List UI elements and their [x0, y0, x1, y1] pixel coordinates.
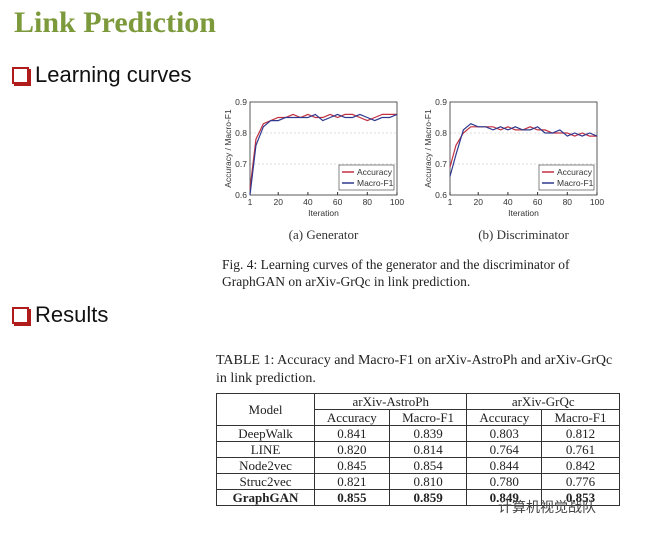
table-cell: 0.845 [314, 457, 390, 474]
x-tick-label: 80 [363, 197, 373, 207]
table-cell: 0.814 [388, 441, 468, 458]
legend-label: Macro-F1 [357, 178, 394, 188]
legend-label: Accuracy [357, 167, 393, 177]
table-cell: 0.776 [541, 473, 620, 490]
table-cell: 0.810 [388, 473, 468, 490]
table-row: Node2vec 0.845 0.854 0.844 0.842 [215, 457, 620, 474]
y-tick-label: 0.8 [235, 128, 247, 138]
y-axis-label: Accuracy / Macro-F1 [423, 109, 433, 188]
table-cell: Node2vec [215, 457, 316, 474]
y-tick-label: 0.9 [235, 97, 247, 107]
x-tick-label: 100 [590, 197, 604, 207]
data-line [449, 123, 598, 177]
table-cell: 0.839 [388, 425, 468, 442]
table-row: GraphGAN 0.855 0.859 0.849 0.853 [215, 489, 620, 506]
table-cell: 0.820 [314, 441, 390, 458]
legend-box [338, 164, 395, 191]
table-row: Struc2vec 0.821 0.810 0.780 0.776 [215, 473, 620, 490]
y-tick-label: 0.6 [435, 190, 447, 200]
x-tick-label: 40 [503, 197, 513, 207]
x-axis-label: Iteration [308, 208, 339, 218]
table-cell: 0.859 [388, 489, 468, 506]
x-tick-label: 1 [248, 197, 253, 207]
table-cell: 0.803 [466, 425, 543, 442]
figure-caption: Fig. 4: Learning curves of the generator… [222, 257, 570, 289]
table-cell: 0.853 [541, 489, 620, 506]
x-tick-label: 60 [333, 197, 343, 207]
x-tick-label: 60 [533, 197, 543, 207]
bullet: Learning curves [12, 62, 192, 88]
table-cell: Accuracy [314, 409, 390, 426]
data-line [249, 113, 397, 189]
bullet: Results [12, 302, 108, 328]
x-tick-label: 80 [563, 197, 573, 207]
table-cell: LINE [215, 441, 316, 458]
legend-box [538, 164, 595, 191]
table-caption: TABLE 1: Accuracy and Macro-F1 on arXiv-… [216, 353, 613, 386]
table-cell: 0.812 [541, 425, 620, 442]
charts: 0.60.70.80.91 20 40 60 80 100AccuracyMacro-F1… [223, 97, 604, 242]
x-axis-label: Iteration [508, 208, 539, 218]
legend-label: Accuracy [557, 167, 593, 177]
slide-title: Link Prediction [14, 6, 216, 39]
table-cell: Accuracy [466, 409, 543, 426]
table-cell: 0.821 [314, 473, 390, 490]
y-tick-label: 0.9 [435, 97, 447, 107]
table-cell: arXiv-AstroPh [314, 393, 468, 410]
table-row: Model arXiv-AstroPh arXiv-GrQc [215, 393, 620, 426]
x-tick-label: 40 [303, 197, 313, 207]
y-tick-label: 0.8 [435, 128, 447, 138]
table-cell: arXiv-GrQc [466, 393, 620, 410]
table-cell: Macro-F1 [541, 409, 620, 426]
plot-frame [249, 101, 398, 196]
legend-label: Macro-F1 [557, 178, 594, 188]
x-tick-label: 20 [273, 197, 283, 207]
watermark: 计算机视觉战队 [498, 500, 596, 516]
table-cell: 0.855 [314, 489, 390, 506]
table-cell: DeepWalk [215, 425, 316, 442]
chart-caption: (b) Discriminator [478, 227, 569, 242]
table-cell: 0.761 [541, 441, 620, 458]
results-table: Model arXiv-AstroPh arXiv-GrQc Accuracy Macr… [215, 393, 620, 506]
table-row: DeepWalk 0.841 0.839 0.803 0.812 [215, 425, 620, 442]
y-tick-label: 0.7 [435, 159, 447, 169]
table-cell: 0.780 [466, 473, 543, 490]
table-cell: 0.842 [541, 457, 620, 474]
bullet-icon [12, 306, 29, 324]
bullet-text: Learning curves [35, 62, 192, 87]
y-tick-label: 0.6 [235, 190, 247, 200]
table-cell: 0.844 [466, 457, 543, 474]
plot-frame [449, 101, 598, 196]
y-tick-label: 0.7 [235, 159, 247, 169]
y-axis-label: Accuracy / Macro-F1 [223, 109, 233, 188]
table-cell: Macro-F1 [388, 409, 468, 426]
chart-caption: (a) Generator [289, 227, 359, 242]
table-cell: 0.841 [314, 425, 390, 442]
x-tick-label: 1 [448, 197, 453, 207]
table-cell: GraphGAN [215, 489, 316, 506]
table-row: LINE 0.820 0.814 0.764 0.761 [215, 441, 620, 458]
table-cell: 0.764 [466, 441, 543, 458]
table-cell: Struc2vec [215, 473, 316, 490]
data-line [249, 113, 398, 196]
x-tick-label: 100 [390, 197, 404, 207]
table-cell: 0.854 [388, 457, 468, 474]
table-cell: Model [215, 393, 316, 426]
bullet-text: Results [35, 302, 109, 327]
table-cell: 0.849 [466, 489, 543, 506]
bullet-icon [12, 66, 29, 84]
x-tick-label: 20 [473, 197, 483, 207]
